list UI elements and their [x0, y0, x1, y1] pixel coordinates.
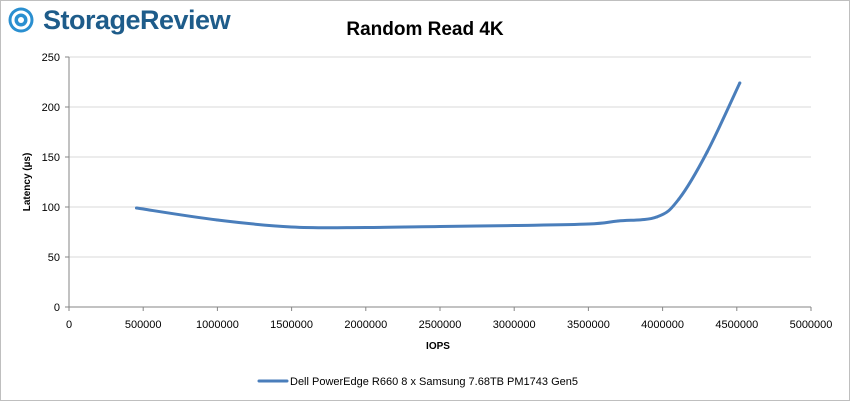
data-point — [135, 206, 139, 210]
x-tick-label: 4500000 — [715, 319, 758, 331]
legend: Dell PowerEdge R660 8 x Samsung 7.68TB P… — [257, 376, 578, 388]
data-point — [738, 81, 742, 85]
data-point — [705, 150, 709, 154]
axes — [68, 57, 811, 308]
data-point — [215, 218, 219, 222]
data-point — [364, 226, 368, 229]
x-tick-label: 3500000 — [567, 319, 610, 331]
data-point — [616, 219, 620, 223]
data-point — [512, 224, 516, 227]
x-tick-label: 2000000 — [344, 319, 387, 331]
data-point — [438, 225, 442, 228]
chart-title: Random Read 4K — [346, 19, 504, 40]
x-tick-labels: 0 500000 1000000 1500000 2000000 2500000 30000… — [66, 319, 832, 331]
data-point — [290, 225, 294, 229]
data-point — [586, 222, 590, 226]
x-tick-label: 3000000 — [493, 319, 536, 331]
y-tick-label: 100 — [42, 202, 60, 214]
storagereview-logo-icon — [7, 6, 35, 34]
gridlines — [65, 56, 812, 311]
x-tick-label: 500000 — [125, 319, 162, 331]
y-axis-title: Latency (µs) — [22, 153, 33, 212]
storagereview-logo: StorageReview — [7, 4, 231, 36]
x-tick-label: 4000000 — [641, 319, 684, 331]
data-point — [677, 197, 681, 201]
y-tick-label: 250 — [42, 52, 60, 64]
y-tick-labels: 0 50 100 150 200 250 — [42, 52, 60, 314]
legend-label: Dell PowerEdge R660 8 x Samsung 7.68TB P… — [290, 376, 578, 388]
x-tick-label: 1500000 — [270, 319, 313, 331]
data-point — [655, 215, 659, 219]
y-tick-label: 150 — [42, 152, 60, 164]
x-tick-label: 1000000 — [196, 319, 239, 331]
y-tick-label: 0 — [54, 302, 60, 314]
x-tick-label: 2500000 — [419, 319, 462, 331]
y-tick-label: 200 — [42, 102, 60, 114]
y-tick-label: 50 — [48, 252, 60, 264]
series-line — [135, 81, 742, 230]
x-tick-label: 5000000 — [790, 319, 833, 331]
logo-text: StorageReview — [43, 5, 231, 35]
x-tick-label: 0 — [66, 319, 72, 331]
x-axis-title: IOPS — [426, 341, 450, 352]
series-layer — [135, 81, 742, 230]
